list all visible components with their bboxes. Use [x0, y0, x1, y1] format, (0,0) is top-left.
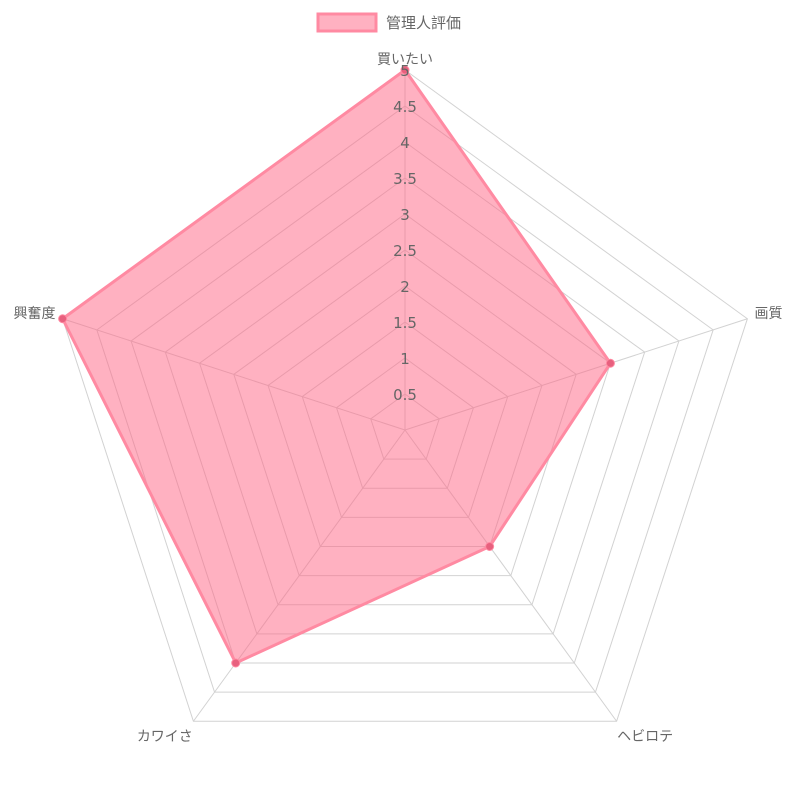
- tick-label: 0.5: [393, 386, 417, 404]
- tick-label: 2: [400, 278, 410, 296]
- data-point[interactable]: [58, 314, 68, 324]
- axis-label: カワイさ: [137, 729, 193, 745]
- tick-label: 1: [400, 350, 410, 368]
- legend-label[interactable]: 管理人評価: [386, 14, 461, 32]
- tick-label: 3.5: [393, 170, 417, 188]
- tick-label: 5: [400, 62, 410, 80]
- radial-ticks: 0.5 1 1.5 2 2.5 3 3.5 4 4.5 5: [393, 62, 417, 404]
- tick-label: 3: [400, 206, 410, 224]
- tick-label: 4.5: [393, 98, 417, 116]
- data-point[interactable]: [485, 541, 495, 551]
- data-point[interactable]: [231, 658, 241, 668]
- data-point[interactable]: [400, 65, 410, 75]
- radar-series: [58, 65, 615, 668]
- tick-label: 1.5: [393, 314, 417, 332]
- axis-label: 買いたい: [377, 52, 433, 68]
- series-area: [61, 68, 612, 665]
- axis-label: ヘビロテ: [617, 729, 673, 745]
- data-point[interactable]: [605, 358, 615, 368]
- tick-label: 4: [400, 134, 410, 152]
- axis-label: 興奮度: [14, 306, 56, 322]
- legend-swatch[interactable]: [316, 12, 378, 33]
- axis-label: 画質: [754, 306, 782, 322]
- tick-label: 2.5: [393, 242, 417, 260]
- legend[interactable]: 管理人評価: [316, 12, 461, 33]
